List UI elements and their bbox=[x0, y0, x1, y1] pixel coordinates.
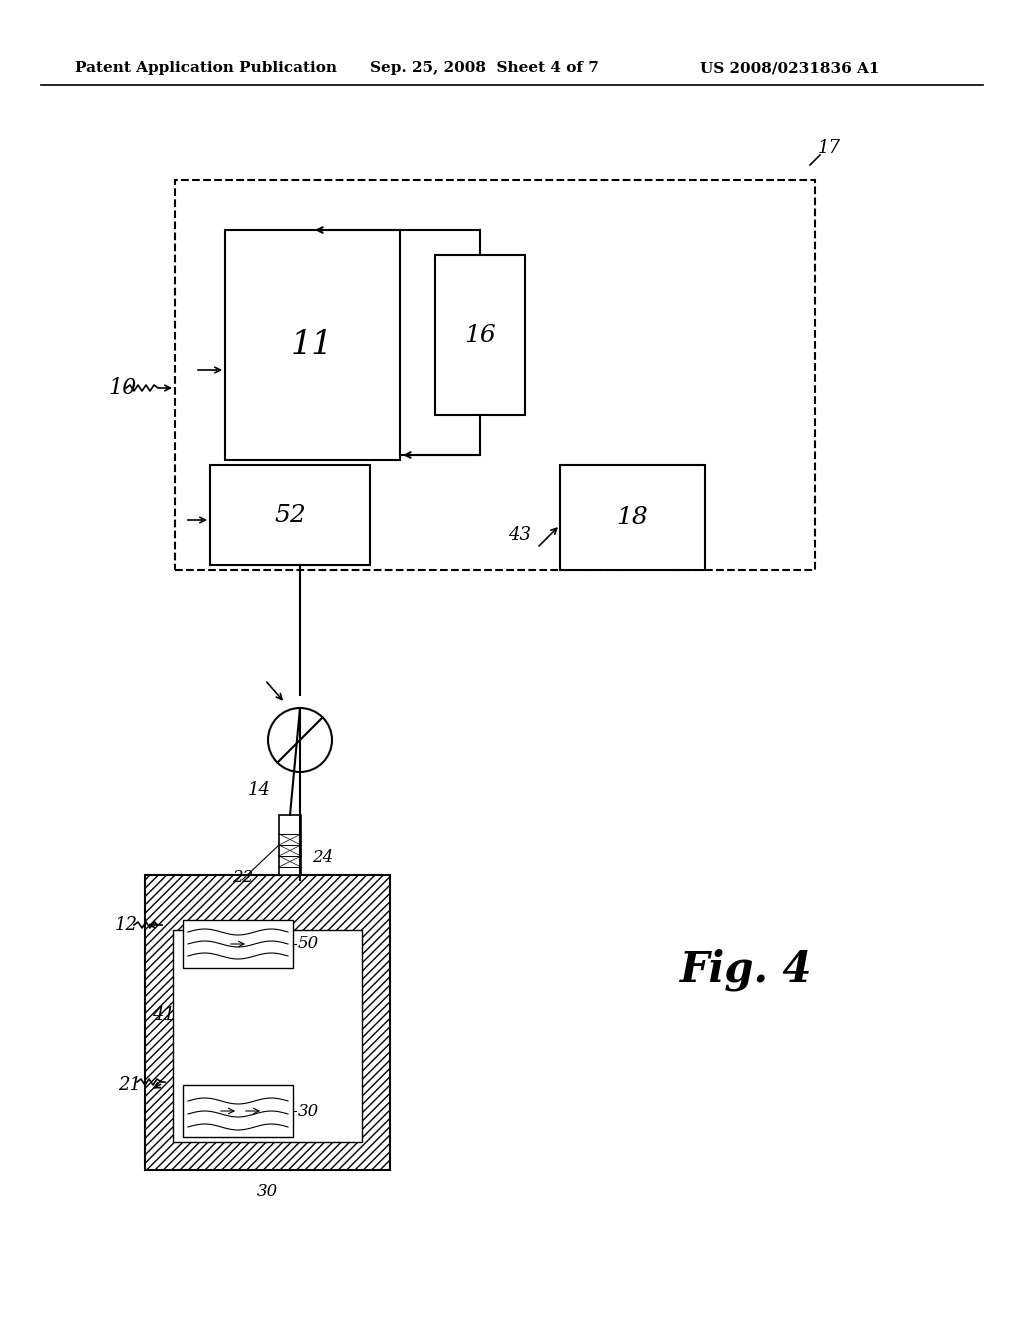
Text: Fig. 4: Fig. 4 bbox=[680, 949, 812, 991]
Text: 50: 50 bbox=[298, 936, 319, 953]
Bar bbox=[175, 180, 815, 570]
Text: 52: 52 bbox=[274, 503, 306, 527]
Text: 14: 14 bbox=[248, 781, 271, 799]
Text: 22: 22 bbox=[232, 870, 253, 887]
Bar bbox=[435, 255, 525, 414]
Text: 30: 30 bbox=[256, 1184, 278, 1200]
Bar bbox=[173, 931, 362, 1142]
Text: 21: 21 bbox=[118, 1076, 141, 1094]
Text: 30: 30 bbox=[298, 1102, 319, 1119]
Bar bbox=[225, 230, 400, 459]
Bar bbox=[145, 875, 390, 1170]
Text: 41: 41 bbox=[152, 1006, 175, 1024]
Text: US 2008/0231836 A1: US 2008/0231836 A1 bbox=[700, 61, 880, 75]
Text: 17: 17 bbox=[818, 139, 841, 157]
Text: 11: 11 bbox=[291, 329, 333, 360]
Text: 16: 16 bbox=[464, 323, 496, 346]
Text: Sep. 25, 2008  Sheet 4 of 7: Sep. 25, 2008 Sheet 4 of 7 bbox=[370, 61, 599, 75]
Bar bbox=[560, 465, 705, 570]
Bar bbox=[279, 814, 301, 875]
Text: 18: 18 bbox=[616, 506, 648, 528]
Text: 43: 43 bbox=[508, 525, 531, 544]
Bar bbox=[183, 920, 293, 968]
Bar bbox=[183, 1085, 293, 1137]
Text: Patent Application Publication: Patent Application Publication bbox=[75, 61, 337, 75]
Text: 12: 12 bbox=[115, 916, 138, 935]
Text: 10: 10 bbox=[108, 378, 136, 399]
Bar bbox=[210, 465, 370, 565]
Text: 24: 24 bbox=[312, 850, 333, 866]
